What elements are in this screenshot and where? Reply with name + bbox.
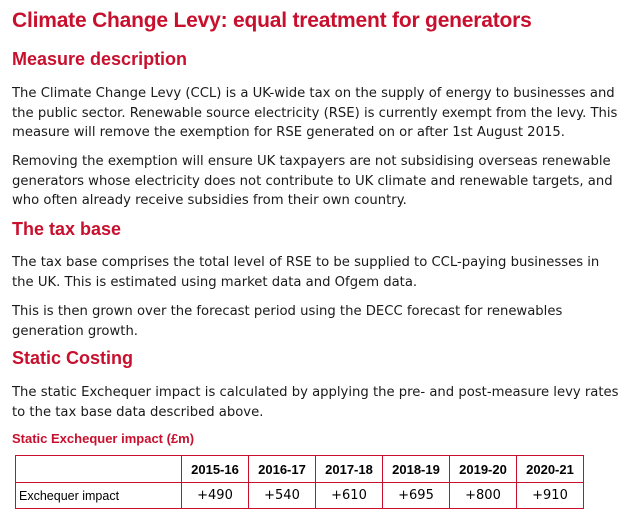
table-header-year: 2019-20 <box>449 455 517 483</box>
paragraph-tax-base-1: The tax base comprises the total level o… <box>12 255 600 290</box>
table-header-row: 2015-16 2016-17 2017-18 2018-19 2019-20 … <box>15 455 584 483</box>
table-cell: +540 <box>248 482 316 509</box>
section-heading-static-costing: Static Costing <box>12 348 134 368</box>
paragraph-tax-base-2: This is then grown over the forecast per… <box>12 304 563 339</box>
table-row-label: Exchequer impact <box>15 482 182 509</box>
paragraph-static-costing-1: The static Exchequer impact is calculate… <box>12 385 619 420</box>
table-header-year: 2020-21 <box>516 455 584 483</box>
exchequer-impact-table: 2015-16 2016-17 2017-18 2018-19 2019-20 … <box>15 455 584 509</box>
table-title: Static Exchequer impact (£m) <box>12 431 195 446</box>
section-heading-measure-description: Measure description <box>12 49 188 69</box>
table-row: Exchequer impact +490 +540 +610 +695 +80… <box>15 482 584 509</box>
paragraph-measure-description-1: The Climate Change Levy (CCL) is a UK-wi… <box>12 86 618 140</box>
paragraph-measure-description-2: Removing the exemption will ensure UK ta… <box>12 154 613 208</box>
table-header-year: 2016-17 <box>248 455 316 483</box>
table-header-year: 2017-18 <box>315 455 383 483</box>
table-cell: +695 <box>382 482 450 509</box>
table-cell: +490 <box>181 482 249 509</box>
table-cell: +910 <box>516 482 584 509</box>
section-heading-tax-base: The tax base <box>12 219 122 239</box>
table-header-year: 2018-19 <box>382 455 450 483</box>
table-header-blank <box>15 455 182 483</box>
table-cell: +610 <box>315 482 383 509</box>
page-title: Climate Change Levy: equal treatment for… <box>12 9 532 32</box>
table-cell: +800 <box>449 482 517 509</box>
table-header-year: 2015-16 <box>181 455 249 483</box>
